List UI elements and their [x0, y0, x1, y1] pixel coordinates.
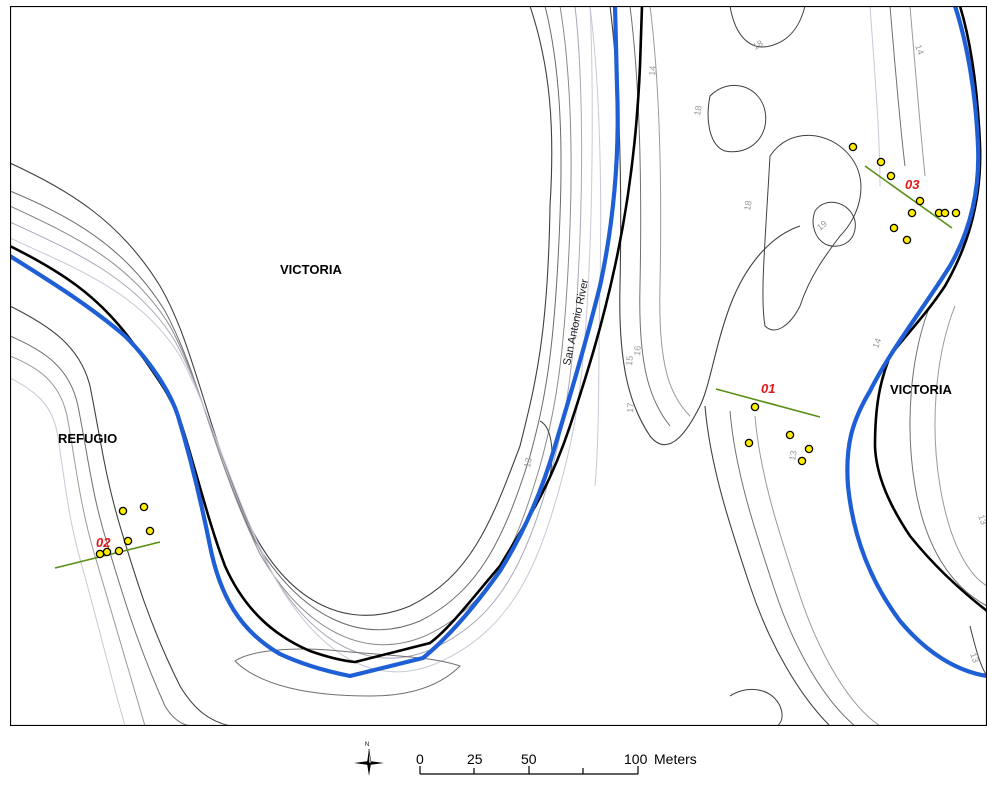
survey-point[interactable]	[114, 546, 124, 556]
contour-label: 13	[787, 450, 799, 462]
contour-label: 13	[976, 513, 987, 526]
survey-point[interactable]	[139, 502, 149, 512]
map-legend-area: N 0 25 50 100 Meters	[340, 736, 740, 792]
cross-section-label-01: 01	[761, 381, 775, 396]
contour-labels: 18 14 18 18 19 14 13 16 15 17 14 13 13 1…	[522, 38, 987, 664]
contour-label: 18	[742, 200, 754, 212]
cross-section-line-03[interactable]	[864, 165, 953, 229]
survey-points	[95, 142, 961, 559]
survey-point[interactable]	[876, 157, 886, 167]
county-label-refugio: REFUGIO	[58, 431, 117, 446]
survey-point[interactable]	[886, 171, 896, 181]
map-background	[10, 6, 987, 726]
contour-label: 14	[870, 337, 883, 350]
contour-label: 18	[692, 105, 704, 117]
contour-label: 19	[815, 218, 829, 232]
contour-label: 14	[647, 65, 658, 76]
survey-point[interactable]	[102, 547, 112, 557]
survey-point[interactable]	[848, 142, 858, 152]
survey-point[interactable]	[118, 506, 128, 516]
survey-point[interactable]	[785, 430, 795, 440]
survey-point[interactable]	[95, 549, 105, 559]
contour-lines-left	[10, 6, 593, 726]
survey-point[interactable]	[145, 526, 155, 536]
cross-section-line-01[interactable]	[715, 388, 821, 418]
scale-tick-50: 50	[521, 751, 537, 767]
survey-point[interactable]	[907, 208, 917, 218]
contour-label: 13	[522, 457, 534, 469]
survey-point[interactable]	[804, 444, 814, 454]
map-frame: 18 14 18 18 19 14 13 16 15 17 14 13 13 1…	[10, 6, 987, 726]
scale-tick-25: 25	[467, 751, 483, 767]
contour-label: 14	[913, 43, 926, 56]
survey-point[interactable]	[915, 196, 925, 206]
survey-point[interactable]	[902, 235, 912, 245]
contour-label: 18	[751, 38, 765, 52]
county-label-victoria-west: VICTORIA	[280, 262, 342, 277]
survey-point[interactable]	[940, 208, 950, 218]
survey-point[interactable]	[750, 402, 760, 412]
contour-label: 15	[624, 355, 635, 366]
survey-point[interactable]	[123, 536, 133, 546]
scale-tick-0: 0	[416, 751, 424, 767]
cross-section-label-02: 02	[96, 535, 111, 550]
north-arrow: N	[354, 742, 384, 776]
scale-graphics: N	[354, 742, 639, 776]
map-canvas[interactable]: 18 14 18 18 19 14 13 16 15 17 14 13 13 1…	[10, 6, 987, 726]
survey-point[interactable]	[744, 438, 754, 448]
north-arrow-letter: N	[365, 742, 369, 748]
survey-point[interactable]	[951, 208, 961, 218]
contour-label: 16	[632, 345, 643, 356]
contour-label: 17	[625, 402, 636, 413]
contour-label: 13	[968, 651, 981, 664]
survey-point[interactable]	[797, 456, 807, 466]
scale-tick-100: 100	[624, 751, 648, 767]
scale-bar	[419, 766, 639, 775]
river-centerline	[10, 6, 987, 679]
survey-point[interactable]	[889, 223, 899, 233]
cross-section-label-03: 03	[905, 177, 920, 192]
county-label-victoria-east: VICTORIA	[890, 382, 952, 397]
scale-unit: Meters	[654, 751, 697, 767]
